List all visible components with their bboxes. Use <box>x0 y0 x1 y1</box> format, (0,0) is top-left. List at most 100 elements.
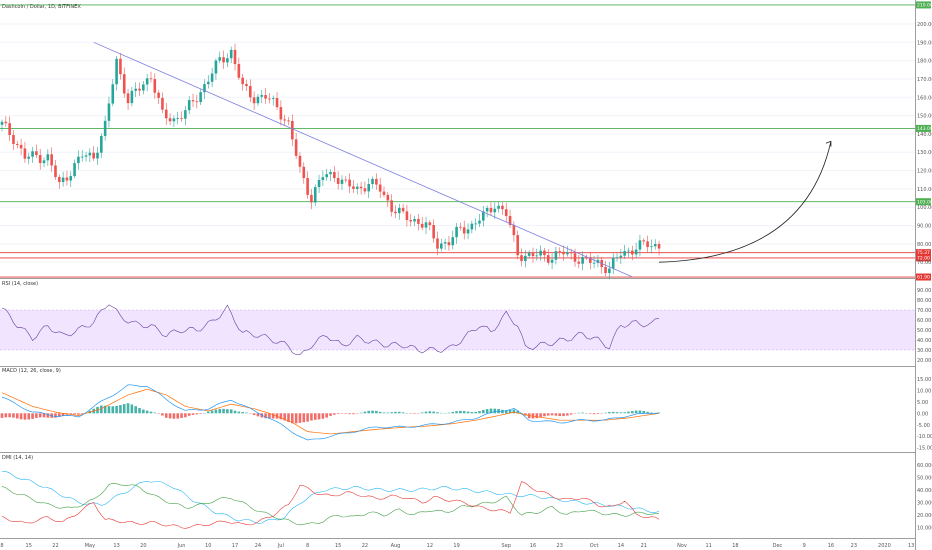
macd-histogram-bar <box>229 409 233 414</box>
macd-histogram-bar <box>451 412 455 414</box>
macd-histogram-bar <box>27 413 31 420</box>
candle-body <box>489 207 493 213</box>
dmi-title[interactable]: DMI (14, 14) <box>2 455 33 461</box>
macd-tick-label: 5.00 <box>917 400 928 406</box>
price-tick-label: 130.00 <box>917 150 932 156</box>
macd-histogram-bar <box>378 411 382 414</box>
price-axis: 200.00 190.00 180.00 170.00 160.00 150.00 140.… <box>917 22 932 266</box>
candle-body <box>382 191 386 195</box>
macd-tick-label: 15.00 <box>917 377 931 383</box>
candle-body <box>69 176 73 181</box>
macd-title[interactable]: MACD (12, 26, close, 9) <box>2 368 61 374</box>
candle-body <box>336 178 340 184</box>
candle-body <box>294 139 298 156</box>
candle-body <box>512 224 516 236</box>
candle-body <box>482 211 485 221</box>
candle-body <box>15 143 19 145</box>
macd-histogram-bar <box>275 413 279 419</box>
macd-histogram-bar <box>294 413 298 424</box>
candle-body <box>588 257 592 263</box>
time-tick-label: Nov <box>677 543 687 549</box>
time-tick-label: 22 <box>52 543 58 549</box>
macd-histogram-bar <box>615 412 619 414</box>
candle-body <box>291 120 294 140</box>
candle-body <box>119 58 122 75</box>
candle-body <box>275 98 279 108</box>
candle-body <box>329 172 332 175</box>
candle-body <box>581 257 584 264</box>
candle-body <box>459 226 462 228</box>
level-price-tag <box>916 273 931 281</box>
candle-body <box>520 255 523 262</box>
time-tick-label: 17 <box>232 543 238 549</box>
candle-body <box>245 84 248 87</box>
macd-histogram-bar <box>577 412 581 414</box>
candle-body <box>470 223 474 230</box>
candle-body <box>394 211 397 214</box>
candle-body <box>375 178 378 185</box>
candle-body <box>122 74 126 94</box>
price-chart-title[interactable]: Dashcoin / Dollar, 1D, BITFINEX <box>2 4 81 10</box>
candle-body <box>573 253 577 262</box>
price-tick-label: 160.00 <box>917 95 932 101</box>
candle-body <box>96 152 99 159</box>
macd-histogram-bar <box>627 411 630 414</box>
macd-histogram-bar <box>459 410 462 414</box>
macd-histogram-bar <box>42 413 46 418</box>
candle-body <box>46 154 50 161</box>
candle-body <box>440 243 443 249</box>
macd-histogram-bar <box>15 413 19 419</box>
candle-body <box>424 222 428 228</box>
time-tick-label: 22 <box>362 543 368 549</box>
macd-histogram-bar <box>436 412 439 414</box>
macd-histogram-bar <box>535 413 539 419</box>
time-tick-label: 11 <box>706 543 712 549</box>
candle-body <box>138 88 141 91</box>
candle-body <box>642 240 646 242</box>
macd-histogram-bar <box>420 412 424 414</box>
macd-histogram-bar <box>550 413 554 416</box>
macd-histogram-bar <box>462 411 466 414</box>
time-tick-label: 18 <box>732 543 738 549</box>
candle-body <box>134 88 137 91</box>
macd-histogram-bar <box>401 412 405 414</box>
macd-histogram-bar <box>588 413 592 414</box>
candle-body <box>4 121 8 124</box>
macd-histogram-bar <box>317 413 321 420</box>
macd-histogram-bar <box>321 413 325 419</box>
rsi-title[interactable]: RSI (14, close) <box>2 281 38 287</box>
macd-histogram-bar <box>199 413 202 414</box>
macd-histogram-bar <box>126 403 130 414</box>
macd-histogram-bar <box>149 411 153 414</box>
macd-histogram-bar <box>592 413 596 415</box>
candle-body <box>531 252 535 257</box>
rsi-tick-label: 80.00 <box>917 298 931 304</box>
macd-histogram-bar <box>352 413 355 415</box>
candle-body <box>443 242 447 244</box>
candle-body <box>474 223 477 225</box>
macd-histogram-bar <box>631 411 634 414</box>
macd-histogram-bar <box>187 413 191 416</box>
macd-histogram-bar <box>397 411 401 414</box>
candle-body <box>623 251 626 256</box>
price-tick-label: 190.00 <box>917 40 932 46</box>
rsi-band <box>0 310 915 350</box>
price-drawings[interactable] <box>93 41 832 278</box>
macd-histogram-bar <box>432 411 435 414</box>
candle-body <box>615 257 619 259</box>
macd-histogram-bar <box>191 413 195 415</box>
candle-body <box>100 135 103 153</box>
macd-histogram-bar <box>119 405 122 414</box>
macd-histogram-bar <box>111 406 115 414</box>
candle-body <box>455 226 458 238</box>
macd-histogram-bar <box>608 411 611 414</box>
macd-histogram-bar <box>623 412 626 414</box>
candle-body <box>535 255 539 257</box>
candle-body <box>249 86 252 98</box>
candle-body <box>157 92 160 98</box>
macd-histogram-bar <box>69 413 73 415</box>
time-axis: 8 15 22 May 13 20 Jun 10 17 24 Jul 8 15 22 Aug 12 19 Sep 1… <box>0 543 914 549</box>
macd-histogram-bar <box>554 413 558 416</box>
candle-body <box>115 58 118 85</box>
